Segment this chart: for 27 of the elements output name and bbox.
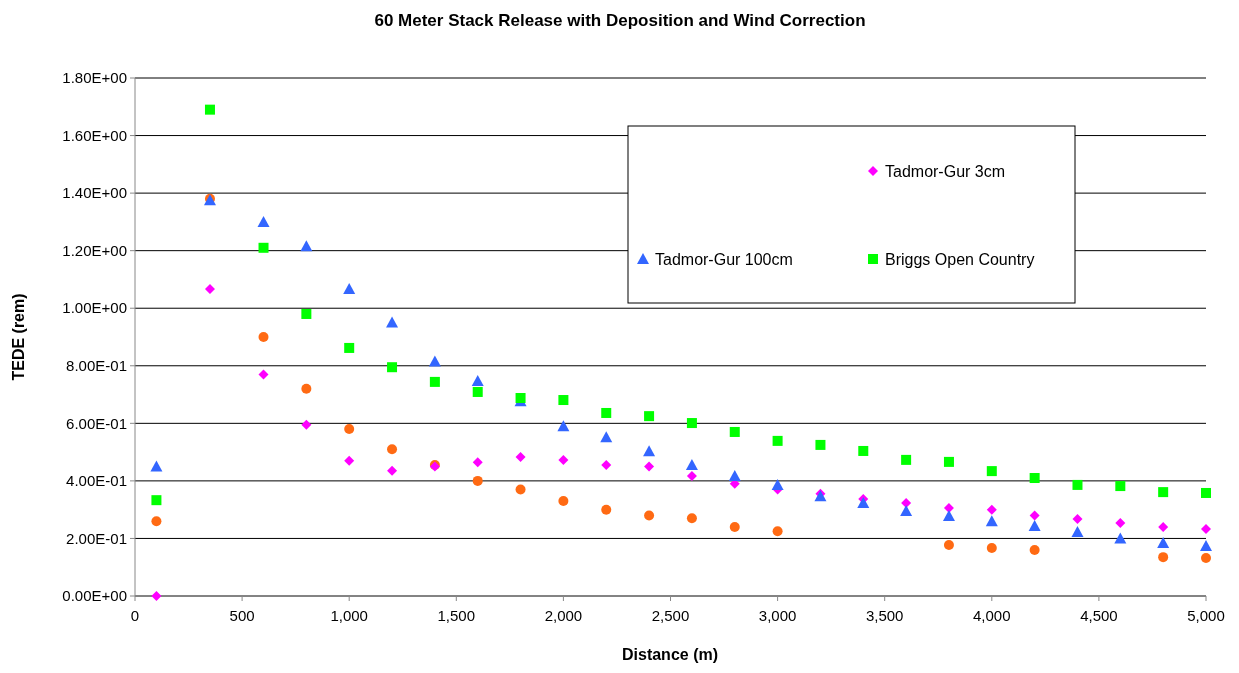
y-tick-label: 1.20E+00 <box>62 241 127 259</box>
y-tick-label: 0.00E+00 <box>62 587 127 605</box>
x-tick-label: 5,000 <box>1187 607 1225 624</box>
y-tick-label: 1.00E+00 <box>62 299 127 317</box>
chart-title: 60 Meter Stack Release with Deposition and Wind Correction <box>374 11 866 30</box>
x-tick-label: 4,500 <box>1080 607 1118 624</box>
y-tick-label: 1.80E+00 <box>62 69 127 87</box>
legend-label: Tadmor-Gur 100cm <box>655 250 793 268</box>
y-tick-label: 4.00E-01 <box>66 472 127 490</box>
x-tick-label: 1,000 <box>330 607 368 624</box>
x-tick-label: 1,500 <box>437 607 476 624</box>
y-tick-label: 2.00E-01 <box>66 529 127 547</box>
x-tick-label: 0 <box>130 607 140 624</box>
legend-label: Briggs Open Country <box>885 250 1035 268</box>
y-tick-label: 6.00E-01 <box>66 414 127 432</box>
x-tick-label: 2,000 <box>544 607 583 624</box>
x-tick-label: 3,000 <box>758 607 797 624</box>
x-tick-label: 4,000 <box>973 607 1011 624</box>
legend-label: Tadmor-Gur 3cm <box>885 162 1006 180</box>
x-axis-title: Distance (m) <box>621 646 719 663</box>
y-tick-label: 1.60E+00 <box>62 126 127 144</box>
x-tick-label: 3,500 <box>865 607 904 624</box>
y-tick-label: 1.40E+00 <box>62 184 127 202</box>
x-tick-label: 2,500 <box>651 607 690 624</box>
x-tick-label: 500 <box>229 607 255 624</box>
y-axis-title: TEDE (rem) <box>10 293 27 381</box>
y-tick-label: 8.00E-01 <box>66 357 127 375</box>
